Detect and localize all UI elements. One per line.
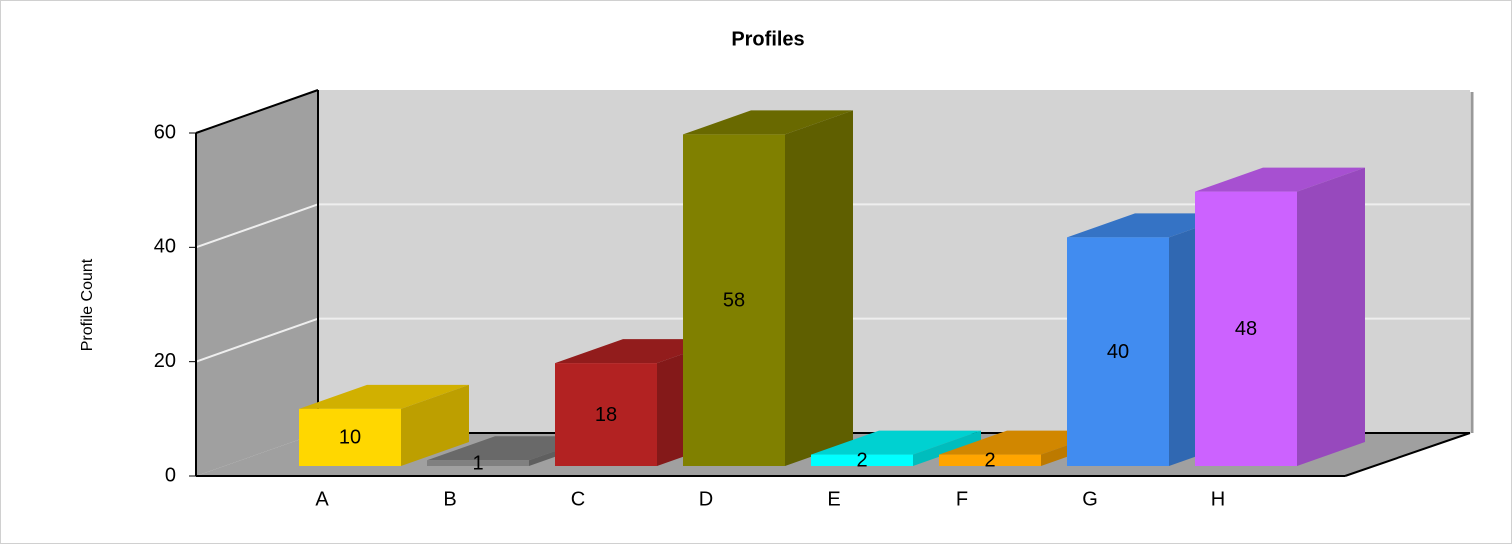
value-label: 10 — [339, 427, 361, 449]
y-tick-label: 40 — [154, 236, 176, 258]
grid-line — [195, 203, 319, 249]
value-label: 1 — [472, 452, 483, 474]
bar-top — [555, 339, 725, 364]
bar-top — [427, 436, 597, 461]
x-tick-label: A — [315, 488, 329, 510]
value-label: 2 — [856, 450, 867, 472]
value-label: 2 — [984, 450, 995, 472]
y-axis-label: Profile Count — [79, 258, 96, 351]
value-label: 18 — [595, 404, 617, 426]
y-tick-label: 60 — [154, 121, 176, 143]
bar-top — [299, 384, 469, 409]
bar — [939, 454, 1041, 466]
y-tick-label: 0 — [165, 464, 176, 486]
bar-side — [1297, 167, 1365, 466]
bar-side — [913, 430, 981, 466]
chart-title: Profiles — [731, 28, 804, 50]
bar — [1195, 191, 1297, 466]
bar-top — [683, 110, 853, 135]
bar — [427, 460, 529, 466]
y-tick-label: 20 — [154, 350, 176, 372]
left-wall — [196, 90, 318, 476]
value-label: 40 — [1107, 341, 1129, 363]
x-tick-label: C — [571, 488, 585, 510]
bar — [1067, 237, 1169, 466]
x-tick-label: E — [827, 488, 840, 510]
bar-top — [939, 430, 1109, 455]
bar — [683, 134, 785, 466]
value-label: 58 — [723, 289, 745, 311]
value-label: 48 — [1235, 318, 1257, 340]
bar-top — [1067, 213, 1237, 238]
bar — [299, 408, 401, 466]
bar — [811, 454, 913, 466]
x-tick-label: D — [699, 488, 713, 510]
x-tick-label: H — [1211, 488, 1225, 510]
grid-line — [195, 317, 319, 363]
x-tick-label: F — [956, 488, 968, 510]
bar-side — [785, 110, 853, 466]
bar-top — [811, 430, 981, 455]
x-tick-label: B — [443, 488, 456, 510]
x-tick-label: G — [1082, 488, 1098, 510]
bar-side — [401, 384, 469, 466]
bar-top — [1195, 167, 1365, 192]
bar — [555, 363, 657, 466]
